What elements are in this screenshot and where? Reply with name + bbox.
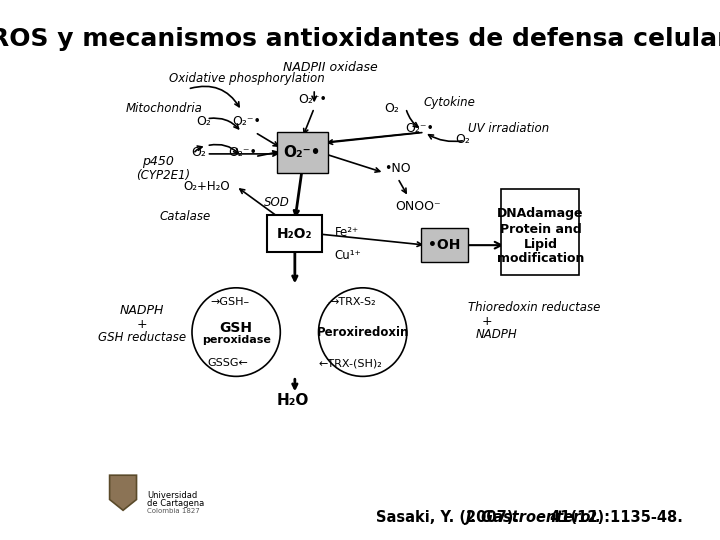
Text: O₂: O₂ (191, 146, 206, 159)
Text: Cu¹⁺: Cu¹⁺ (335, 249, 361, 262)
Text: UV irradiation: UV irradiation (468, 122, 549, 135)
Text: O₂+H₂O: O₂+H₂O (183, 180, 230, 193)
Text: (CYP2E1): (CYP2E1) (137, 169, 191, 182)
Text: ONOO⁻: ONOO⁻ (395, 200, 441, 213)
Text: O₂: O₂ (384, 102, 399, 114)
FancyBboxPatch shape (276, 132, 328, 173)
Text: O₂⁻•: O₂⁻• (299, 93, 328, 106)
Text: J. Gastroenterol.: J. Gastroenterol. (465, 510, 601, 525)
Text: Protein and: Protein and (500, 223, 581, 236)
Text: O₂⁻•: O₂⁻• (233, 115, 261, 128)
Text: ROS y mecanismos antioxidantes de defensa celular: ROS y mecanismos antioxidantes de defens… (0, 27, 720, 51)
Text: +: + (481, 315, 492, 328)
Text: modification: modification (497, 252, 584, 265)
Text: →GSH–: →GSH– (210, 298, 249, 307)
Text: NADPH: NADPH (476, 328, 518, 341)
Text: Lipid: Lipid (523, 238, 557, 251)
Text: O₂⁻•: O₂⁻• (284, 145, 321, 160)
Text: DNAdamage: DNAdamage (497, 207, 584, 220)
Text: Peroxiredoxin: Peroxiredoxin (317, 326, 409, 339)
Text: Fe²⁺: Fe²⁺ (335, 226, 359, 239)
Text: +: + (137, 318, 147, 330)
Text: •OH: •OH (428, 238, 461, 252)
Text: NADPH: NADPH (120, 304, 164, 317)
Text: Catalase: Catalase (159, 210, 211, 222)
Text: GSH: GSH (220, 321, 253, 335)
Text: GSSG←: GSSG← (207, 359, 248, 368)
Text: NADPII oxidase: NADPII oxidase (283, 61, 378, 74)
FancyBboxPatch shape (501, 189, 579, 275)
Text: Cytokine: Cytokine (423, 96, 475, 109)
Text: O₂⁻•: O₂⁻• (405, 122, 433, 135)
Text: O₂: O₂ (455, 133, 469, 146)
Text: O₂⁻•: O₂⁻• (229, 146, 258, 159)
Text: Sasaki, Y. (2007).: Sasaki, Y. (2007). (376, 510, 524, 525)
Text: p450: p450 (142, 156, 174, 168)
Text: SOD: SOD (264, 196, 289, 209)
Text: GSH reductase: GSH reductase (98, 331, 186, 344)
Circle shape (318, 288, 407, 376)
Text: Mitochondria: Mitochondria (126, 102, 202, 114)
FancyBboxPatch shape (421, 228, 468, 262)
Circle shape (192, 288, 280, 376)
Text: Oxidative phosphorylation: Oxidative phosphorylation (168, 72, 325, 85)
Text: ←TRX-(SH)₂: ←TRX-(SH)₂ (319, 359, 383, 368)
Text: peroxidase: peroxidase (202, 335, 271, 345)
Text: →TRX-S₂: →TRX-S₂ (330, 298, 377, 307)
Polygon shape (109, 475, 137, 510)
Text: de Cartagena: de Cartagena (148, 499, 204, 508)
Text: Colombia 1827: Colombia 1827 (148, 508, 200, 514)
FancyBboxPatch shape (267, 215, 323, 252)
Text: H₂O: H₂O (276, 393, 309, 408)
Text: 41(12):1135-48.: 41(12):1135-48. (545, 510, 683, 525)
Text: H₂O₂: H₂O₂ (277, 227, 312, 241)
Text: Thioredoxin reductase: Thioredoxin reductase (468, 301, 600, 314)
Text: O₂: O₂ (197, 115, 211, 128)
Text: Universidad: Universidad (148, 491, 197, 500)
Text: •NO: •NO (384, 162, 411, 175)
